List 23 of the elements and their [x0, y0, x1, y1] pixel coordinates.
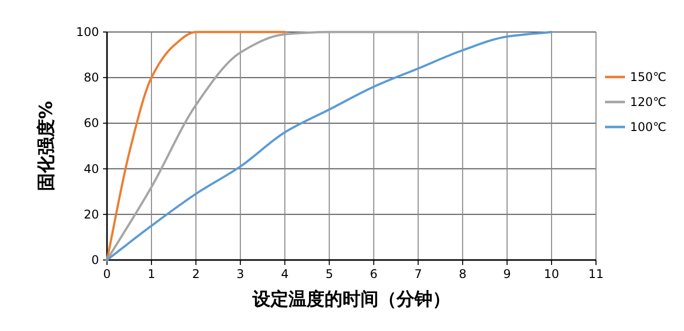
x-tick-label: 0 — [103, 267, 111, 281]
y-tick-label: 60 — [84, 116, 99, 130]
x-tick-label: 7 — [414, 267, 422, 281]
x-tick-label: 3 — [236, 267, 244, 281]
y-tick-label: 20 — [84, 207, 99, 222]
x-axis-title: 设定温度的时间（分钟） — [252, 289, 450, 310]
x-tick-label: 8 — [458, 267, 466, 281]
y-tick-label: 100 — [76, 25, 99, 39]
x-tick-label: 11 — [588, 267, 604, 281]
x-tick-label: 6 — [370, 267, 378, 281]
y-axis-title: 固化强度% — [36, 100, 57, 192]
legend-label: 100℃ — [630, 120, 666, 134]
x-tick-label: 1 — [148, 267, 156, 281]
legend-label: 150℃ — [630, 70, 666, 84]
x-tick-label: 10 — [544, 267, 560, 281]
y-tick-label: 80 — [84, 70, 99, 85]
legend-label: 120℃ — [630, 95, 666, 109]
y-tick-label: 40 — [84, 162, 99, 176]
x-tick-label: 5 — [325, 267, 334, 281]
x-tick-label: 9 — [503, 267, 511, 281]
x-tick-label: 2 — [192, 267, 200, 281]
y-tick-label: 0 — [91, 253, 99, 267]
x-tick-label: 4 — [281, 267, 289, 281]
